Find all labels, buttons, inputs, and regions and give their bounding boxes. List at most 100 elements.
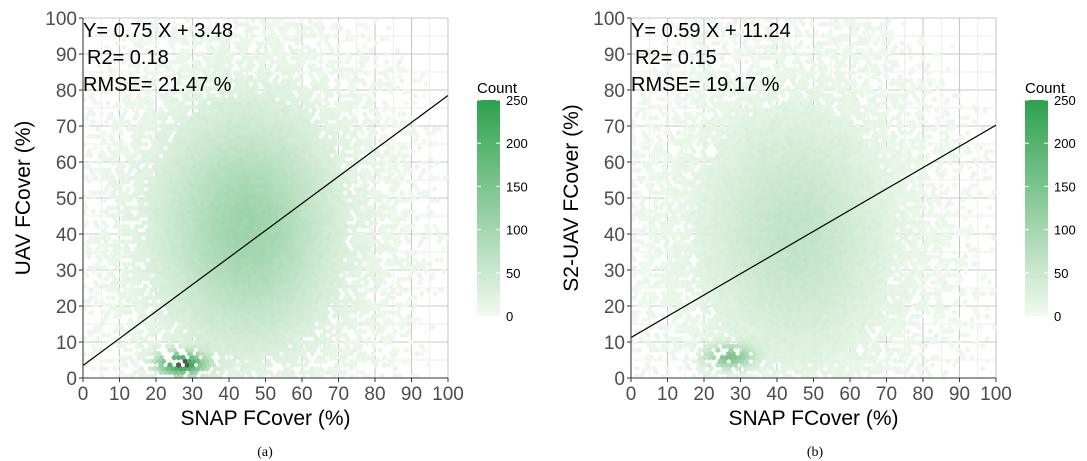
hex-cell [386, 309, 392, 316]
hex-cell [99, 365, 105, 372]
hex-cell [419, 343, 425, 350]
hex-cell [303, 369, 309, 376]
hex-cell [397, 276, 403, 282]
hex-cell [92, 324, 98, 331]
hex-cell [298, 362, 304, 368]
hex-cell [268, 369, 274, 376]
hex-cell [399, 332, 405, 338]
hex-cell [108, 268, 114, 275]
hex-cell [95, 343, 101, 350]
hex-cell [134, 350, 140, 357]
hex-cell [375, 320, 381, 327]
hex-cell [103, 358, 109, 365]
hex-cell [147, 365, 153, 372]
hex-cell [430, 324, 436, 331]
hex-cell [390, 347, 396, 353]
hex-cell [99, 358, 105, 365]
hex-cell [336, 320, 341, 327]
hex-cell [403, 347, 409, 353]
hex-cell [99, 298, 105, 305]
hex-cell [406, 358, 412, 365]
hex-cell [412, 317, 418, 323]
hex-cell [342, 332, 348, 338]
hex-cell [342, 369, 348, 376]
hex-cell [406, 328, 412, 335]
hex-cell [149, 309, 155, 316]
hex-cell [382, 354, 387, 361]
hex-cell [119, 354, 125, 361]
hex-cell [401, 358, 407, 365]
hex-cell [395, 302, 401, 308]
hex-cell [382, 287, 387, 293]
hex-cell [117, 343, 122, 350]
hex-cell [276, 369, 282, 376]
hex-cell [390, 309, 396, 316]
hex-cell [366, 298, 372, 305]
hex-cell [99, 283, 105, 290]
hex-cell [399, 302, 405, 308]
hex-cell [298, 369, 304, 376]
hex-cell [373, 302, 379, 308]
hex-cell [401, 276, 407, 282]
hex-cell [318, 365, 324, 372]
hex-cell [125, 306, 131, 312]
hex-cell [377, 347, 383, 353]
hex-cell [419, 291, 425, 297]
hex-cell [412, 302, 418, 308]
hex-cell [108, 358, 114, 365]
hex-cell [138, 328, 144, 335]
hex-cell [110, 302, 116, 308]
hex-cell [375, 358, 381, 365]
hex-cell [101, 309, 107, 316]
hex-cell [180, 354, 186, 361]
hex-cell [338, 347, 344, 353]
hex-cell [382, 362, 387, 368]
hex-cell [414, 350, 420, 357]
hex-cell [388, 283, 394, 290]
hex-cell [90, 365, 96, 372]
hex-cell [106, 294, 111, 301]
hex-cell [88, 264, 94, 271]
hex-cell [136, 264, 142, 271]
hex-cell [386, 332, 392, 338]
hex-cell [392, 328, 398, 335]
panel-a: 0 10 20 30 40 50 60 70 80 90 100010203040506070809… [12, 9, 528, 460]
hex-cell [316, 354, 322, 361]
hex-cell [386, 317, 392, 323]
hex-cell [351, 279, 357, 286]
hex-cell [412, 294, 418, 301]
hex-cell [106, 332, 111, 338]
hex-cell [132, 369, 138, 376]
hex-cell [101, 264, 107, 271]
hex-cell [371, 313, 376, 320]
hex-cell [351, 317, 357, 323]
hex-cell [106, 339, 111, 346]
hex-cell [88, 294, 94, 301]
hex-cell [314, 365, 320, 372]
hex-cell [92, 279, 98, 286]
hex-cell [95, 291, 101, 297]
hex-cell [362, 350, 368, 357]
hex-cell [176, 362, 182, 368]
hex-cell [97, 272, 103, 279]
hex-cell [351, 339, 357, 346]
hex-cell [364, 317, 370, 323]
hex-cell [110, 294, 116, 301]
hex-cell [309, 365, 315, 372]
hex-cell [154, 339, 160, 346]
hex-cell [368, 287, 374, 293]
hex-cell [379, 335, 385, 342]
hex-cell [106, 302, 111, 308]
hex-cell [101, 332, 107, 338]
hex-cell [417, 272, 422, 279]
hex-cell [119, 369, 125, 376]
hex-cell [147, 358, 153, 365]
hex-cell [152, 365, 157, 372]
hex-cell [425, 362, 431, 368]
hex-cell [417, 317, 422, 323]
hex-cell [384, 268, 390, 275]
hex-cell [425, 287, 431, 293]
hex-cell [138, 365, 144, 372]
hex-cell [303, 339, 309, 346]
